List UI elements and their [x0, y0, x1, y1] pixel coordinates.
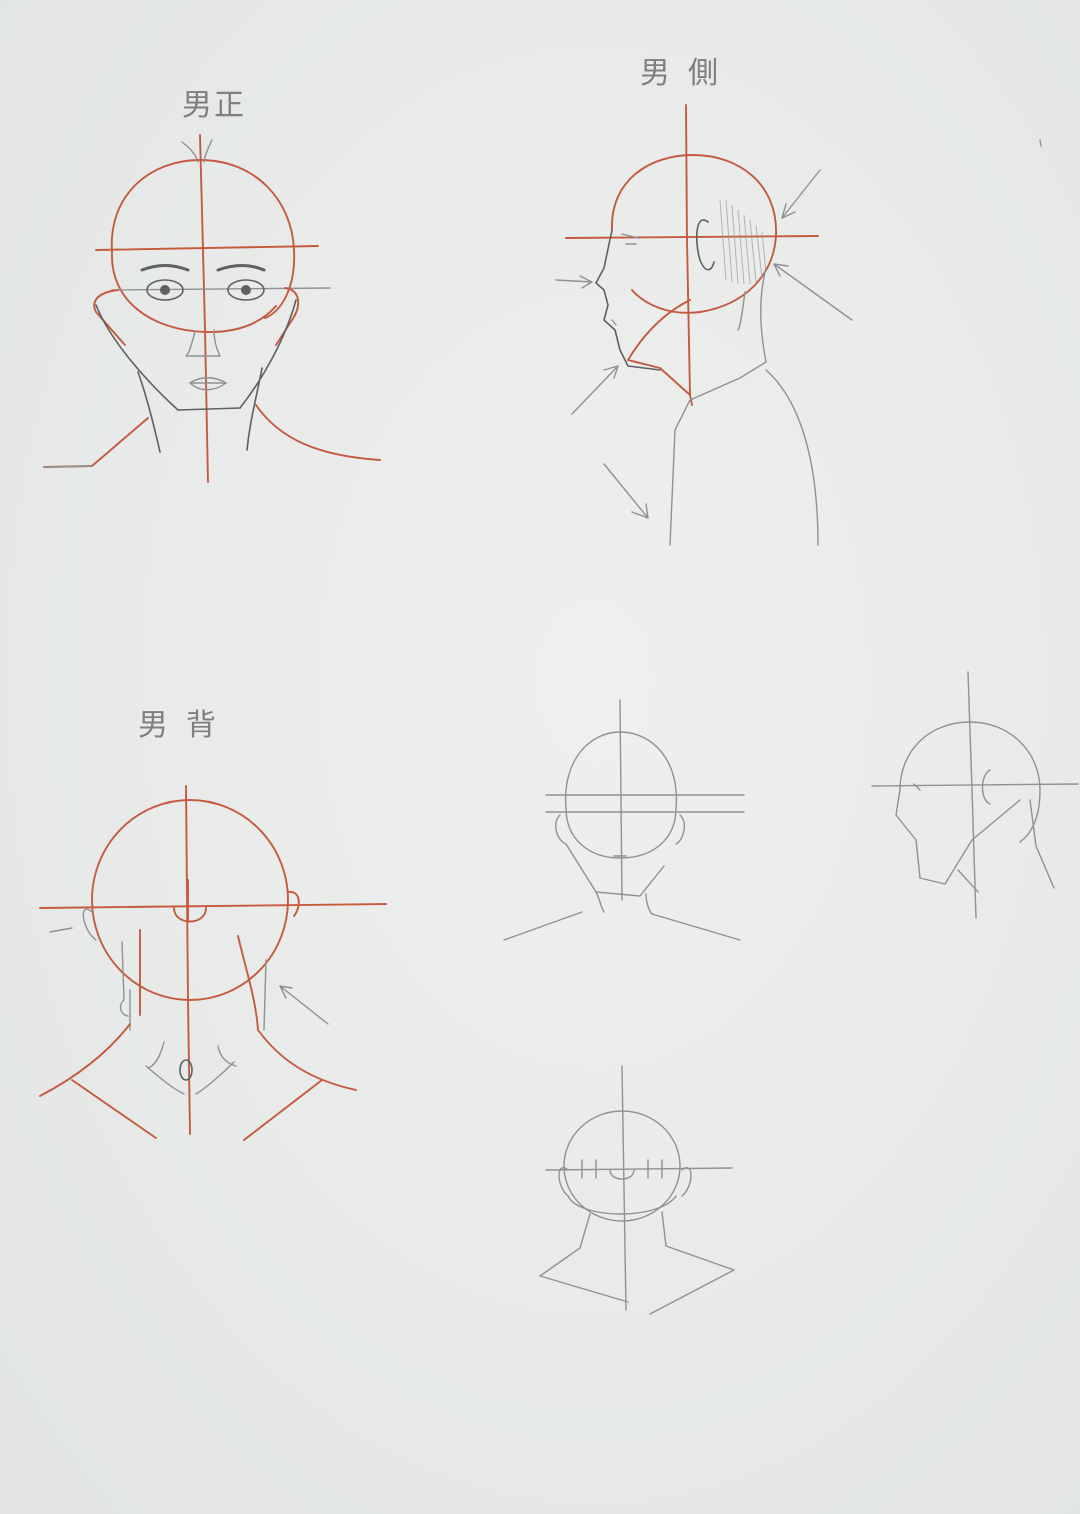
front-center-line — [199, 134, 209, 483]
back-center-line — [185, 785, 191, 1135]
back-ear-line — [39, 903, 387, 909]
sketch-back-head — [39, 785, 387, 1141]
front-shoulder-right — [255, 404, 381, 461]
back-shoulder-right — [257, 1029, 357, 1091]
sketch-side-head — [555, 104, 853, 546]
front-eye-line — [111, 287, 331, 291]
front-brow-line — [95, 245, 319, 251]
label-side-view: 男側 — [640, 56, 736, 91]
arrow-crown — [781, 169, 821, 219]
sketch-front-head — [43, 134, 381, 483]
sketch-practice-side — [871, 671, 1079, 919]
side-brow-line — [565, 235, 819, 239]
side-jaw — [627, 299, 691, 361]
label-back-view: 男背 — [138, 708, 234, 743]
arrow-back-neck — [279, 985, 329, 1025]
side-cranium — [611, 154, 777, 314]
front-face-oval — [111, 251, 277, 333]
front-ear-left — [93, 289, 126, 346]
side-center-line — [685, 104, 693, 406]
arrow-nape — [773, 263, 853, 321]
label-front-view: 男正 — [182, 88, 246, 123]
arrow-nose — [555, 275, 593, 289]
sketch-practice-front — [503, 699, 745, 941]
front-ear-right — [275, 287, 300, 346]
front-shoulder-left — [43, 417, 149, 468]
arrow-chin — [571, 365, 619, 415]
back-shoulder-left — [39, 1023, 131, 1097]
back-cranium — [91, 799, 289, 1001]
arrow-chest — [603, 463, 649, 519]
sketch-practice-back — [539, 1065, 735, 1315]
